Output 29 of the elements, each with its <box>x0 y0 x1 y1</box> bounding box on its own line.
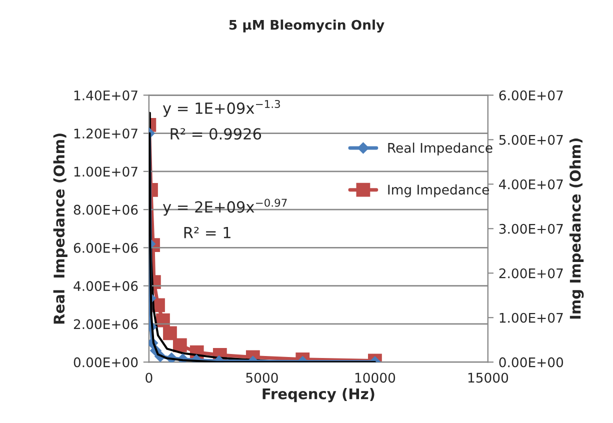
legend-label: Real Impedance <box>388 142 492 156</box>
y-tick-label: 4.00E+06 <box>74 281 138 292</box>
y-tick-label: 1.40E+07 <box>74 90 138 100</box>
y2-tick-label: 1.00E+07 <box>500 312 563 323</box>
x-tick-label: 0 <box>146 372 152 383</box>
y2-axis-title: Img Impedance (Ohm) <box>569 138 584 319</box>
annotation: R² = 0.9926 <box>170 128 262 140</box>
annotation: y = 1E+09x$^{−1.3}$ <box>162 100 280 117</box>
y2-tick-label: 6.00E+07 <box>499 90 563 100</box>
x-axis-title: Freqency (Hz) <box>262 388 374 402</box>
y-axis-title: Real Impedance (Ohm) <box>53 134 68 324</box>
x-tick-label: 5000 <box>246 372 278 383</box>
y-tick-label: 6.00E+06 <box>74 242 138 253</box>
y2-tick-label: 0.00E+00 <box>499 357 564 368</box>
y2-tick-label: 5.00E+07 <box>499 134 563 145</box>
y2-tick-label: 2.00E+07 <box>499 268 563 278</box>
y-tick-label: 1.20E+07 <box>74 128 138 139</box>
annotation: y = 2E+09x$^{−0.97}$ <box>162 198 287 216</box>
chart-title: 5 µM Bleomycin Only <box>229 20 384 32</box>
y2-tick-label: 4.00E+07 <box>499 179 563 190</box>
legend-label: Img Impedance <box>388 184 489 198</box>
annotation: R² = 1 <box>184 226 230 238</box>
y-tick-label: 2.00E+06 <box>74 319 138 330</box>
y-tick-label: 1.00E+07 <box>74 166 138 177</box>
y-tick-label: 0.00E+00 <box>74 357 138 368</box>
y2-tick-label: 3.00E+07 <box>499 224 563 234</box>
x-tick-label: 15000 <box>468 372 508 383</box>
x-tick-label: 10000 <box>355 372 396 383</box>
y-tick-label: 8.00E+06 <box>74 204 138 215</box>
